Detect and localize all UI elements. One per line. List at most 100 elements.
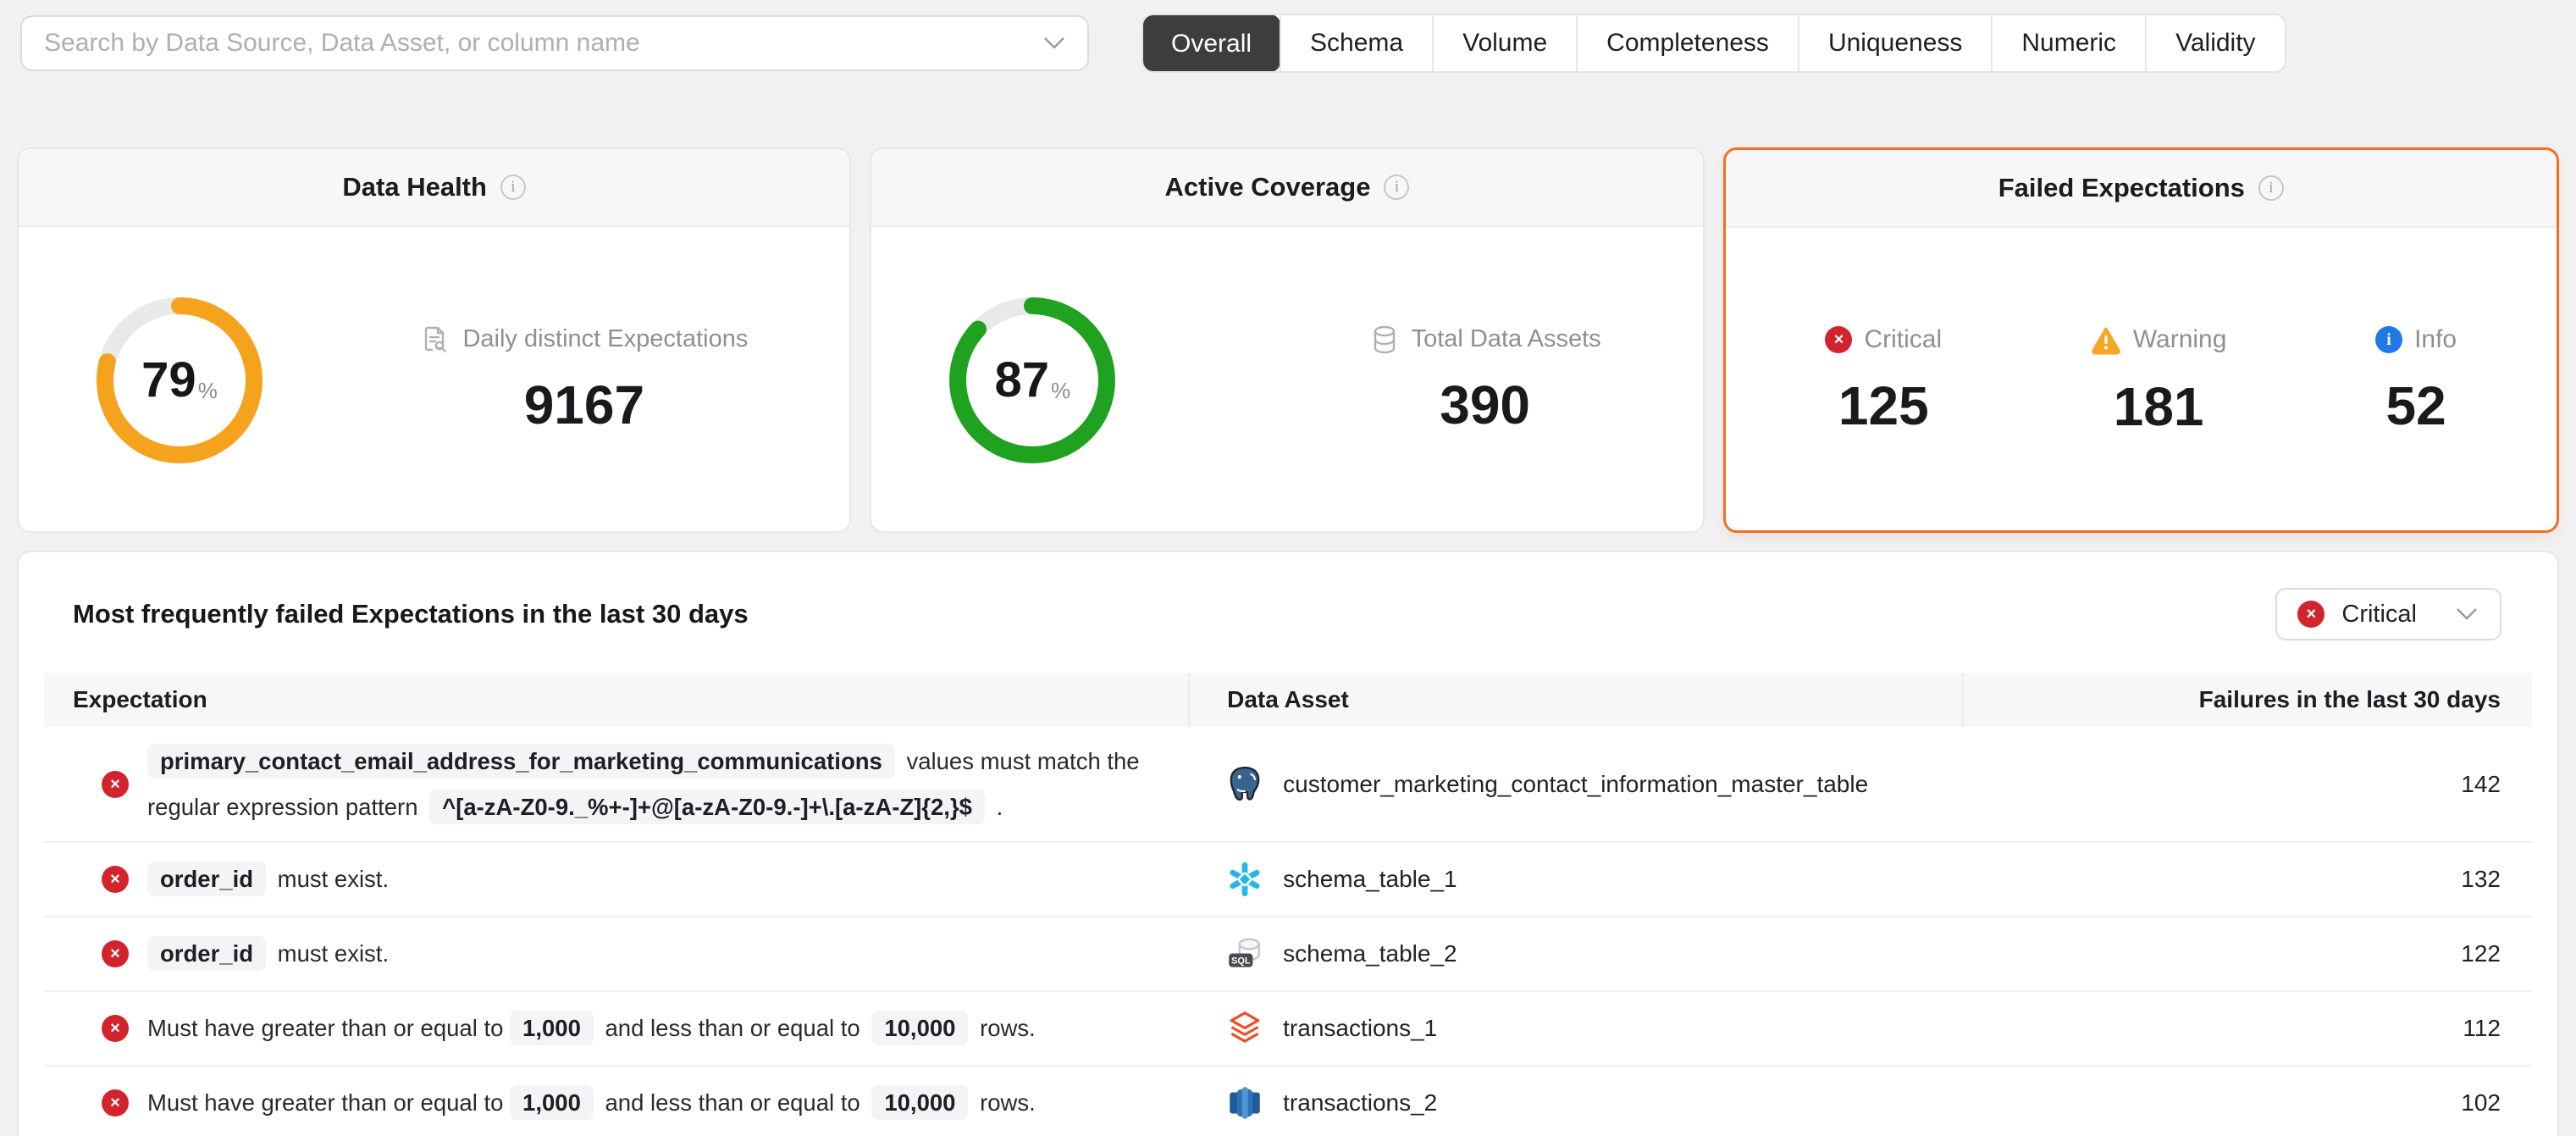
critical-icon: × — [1825, 325, 1853, 353]
data-health-donut: 79 % — [90, 291, 269, 470]
failures-cell: 142 — [1962, 771, 2532, 798]
expectation-cell: × Must have greater than or equal to 1,00… — [44, 1068, 1188, 1136]
data-asset-name[interactable]: schema_table_2 — [1283, 940, 1457, 967]
failures-count: 102 — [2461, 1089, 2501, 1117]
document-search-icon — [425, 326, 447, 352]
failures-cell: 132 — [1962, 866, 2532, 893]
tab-uniqueness[interactable]: Uniqueness — [1797, 15, 1992, 71]
code-chip: 1,000 — [510, 1085, 594, 1121]
summary-cards: Data Health i 79 % — [0, 147, 2576, 533]
critical-icon: × — [102, 1089, 129, 1117]
data-asset-cell[interactable]: transactions_2 — [1188, 1083, 1962, 1122]
code-chip: 10,000 — [871, 1085, 969, 1121]
table-row[interactable]: × primary_contact_email_address_for_marke… — [44, 727, 2532, 844]
tab-completeness[interactable]: Completeness — [1576, 15, 1798, 71]
database-icon — [1374, 325, 1395, 353]
failures-cell: 112 — [1962, 1015, 2532, 1042]
metric-label: Total Data Assets — [1411, 325, 1601, 352]
critical-icon: × — [102, 1015, 129, 1043]
expectation-text: primary_contact_email_address_for_market… — [147, 739, 1154, 829]
info-icon[interactable]: i — [500, 175, 526, 200]
data-asset-cell[interactable]: schema_table_1 — [1188, 860, 1962, 899]
most-failed-panel: Most frequently failed Expectations in t… — [17, 551, 2559, 1136]
expectation-text: order_id must exist. — [147, 856, 389, 902]
data-asset-name[interactable]: transactions_1 — [1283, 1015, 1438, 1042]
stat-critical: × Critical 125 — [1825, 325, 1942, 437]
data-health-card-body: 79 % Daily distinct Expectations — [19, 227, 849, 531]
column-header-failures: Failures in the last 30 days — [1961, 673, 2532, 727]
column-header-data-asset: Data Asset — [1188, 673, 1962, 727]
table-header: Expectation Data Asset Failures in the l… — [44, 673, 2532, 727]
postgresql-icon — [1230, 766, 1260, 801]
stat-value: 125 — [1838, 374, 1929, 436]
failures-count: 122 — [2461, 940, 2501, 967]
failed-expectations-stats: × Critical 125 Warning 181 i Info 52 — [1726, 324, 2557, 438]
table-row[interactable]: × order_id must exist. schema_table_1 132 — [44, 843, 2532, 918]
databricks-icon — [1230, 1011, 1260, 1043]
stat-warning: Warning 181 — [2091, 324, 2227, 438]
metric-label: Daily distinct Expectations — [462, 325, 749, 352]
code-chip: 1,000 — [510, 1011, 594, 1046]
column-header-expectation: Expectation — [73, 686, 207, 712]
data-asset-cell[interactable]: SQL schema_table_2 — [1188, 934, 1962, 973]
failures-cell: 102 — [1962, 1089, 2532, 1117]
expectations-table-body: × primary_contact_email_address_for_marke… — [44, 727, 2532, 1136]
expectation-cell: × primary_contact_email_address_for_marke… — [44, 727, 1188, 841]
critical-icon: × — [102, 940, 129, 968]
top-bar: OverallSchemaVolumeCompletenessUniquenes… — [0, 0, 2576, 73]
chevron-down-icon[interactable] — [1043, 36, 1065, 50]
expectation-text: Must have greater than or equal to 1,000… — [147, 1080, 1036, 1126]
tab-overall[interactable]: Overall — [1142, 15, 1281, 71]
expectation-text: order_id must exist. — [147, 931, 389, 977]
failed-expectations-card[interactable]: Failed Expectations i × Critical 125 Warnin… — [1722, 147, 2559, 533]
data-asset-name[interactable]: transactions_2 — [1283, 1089, 1438, 1117]
expectation-text: Must have greater than or equal to 1,000… — [147, 1006, 1036, 1051]
code-chip: order_id — [147, 862, 267, 897]
expectation-cell: × order_id must exist. — [44, 845, 1188, 914]
expectations-table: Expectation Data Asset Failures in the l… — [44, 673, 2532, 1136]
data-health-card-header: Data Health i — [19, 149, 850, 227]
donut-percent: 87 % — [994, 352, 1071, 407]
info-icon[interactable]: i — [2258, 175, 2284, 201]
search-input[interactable] — [44, 29, 1043, 58]
severity-filter-dropdown[interactable]: × Critical — [2275, 588, 2501, 640]
warning-icon — [2092, 327, 2120, 354]
data-asset-cell[interactable]: transactions_1 — [1188, 1009, 1962, 1048]
stat-value: 52 — [2385, 374, 2446, 436]
table-row[interactable]: × Must have greater than or equal to 1,00… — [44, 1067, 2532, 1136]
data-asset-name[interactable]: customer_marketing_contact_information_m… — [1283, 770, 1869, 797]
critical-icon: × — [2297, 601, 2325, 628]
card-title: Active Coverage — [1164, 172, 1371, 202]
stat-label: Info — [2414, 324, 2457, 353]
card-title: Failed Expectations — [1998, 173, 2245, 202]
card-title: Data Health — [342, 172, 487, 202]
panel-title: Most frequently failed Expectations in t… — [73, 599, 749, 629]
stat-info: i Info 52 — [2375, 325, 2457, 437]
active-coverage-card-header: Active Coverage i — [871, 149, 1703, 227]
failures-count: 132 — [2461, 866, 2501, 893]
sql-table-icon: SQL — [1229, 938, 1261, 967]
tab-numeric[interactable]: Numeric — [1991, 15, 2146, 71]
failed-expectations-card-header: Failed Expectations i — [1725, 150, 2557, 228]
expectation-cell: × Must have greater than or equal to 1,00… — [44, 994, 1188, 1063]
stat-label: Warning — [2132, 324, 2227, 353]
active-coverage-donut: 87 % — [943, 291, 1122, 470]
code-chip: ^[a-zA-Z0-9._%+-]+@[a-zA-Z0-9.-]+\.[a-zA… — [429, 789, 985, 824]
data-asset-cell[interactable]: customer_marketing_contact_information_m… — [1188, 765, 1962, 804]
filter-value: Critical — [2341, 600, 2417, 628]
data-health-card[interactable]: Data Health i 79 % — [17, 147, 852, 533]
metric-value: 9167 — [523, 374, 645, 435]
severity-tab-group: Overall Schema Volume Completeness Uniquenes… — [1142, 14, 2286, 73]
data-asset-name[interactable]: schema_table_1 — [1283, 866, 1457, 893]
tab-validity[interactable]: Validity — [2145, 15, 2285, 71]
metric-value: 390 — [1440, 374, 1531, 435]
active-coverage-card[interactable]: Active Coverage i 87 % — [870, 147, 1705, 533]
chevron-down-icon — [2457, 608, 2477, 620]
redshift-icon — [1230, 1087, 1260, 1120]
tab-schema[interactable]: Schema — [1280, 15, 1433, 71]
table-row[interactable]: × order_id must exist. SQL schema_table_2 12… — [44, 917, 2532, 993]
table-row[interactable]: × Must have greater than or equal to 1,00… — [44, 992, 2532, 1067]
search-box[interactable] — [20, 15, 1089, 71]
tab-volume[interactable]: Volume — [1432, 15, 1577, 71]
info-icon[interactable]: i — [1384, 175, 1410, 200]
